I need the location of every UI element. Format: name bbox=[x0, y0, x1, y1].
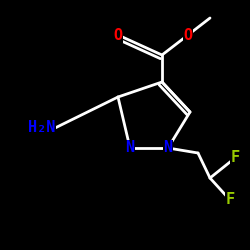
Text: H₂N: H₂N bbox=[28, 120, 55, 136]
Text: F: F bbox=[226, 192, 234, 208]
Text: O: O bbox=[114, 28, 122, 42]
Text: N: N bbox=[126, 140, 134, 156]
Text: O: O bbox=[184, 28, 192, 42]
Text: N: N bbox=[164, 140, 172, 156]
Text: F: F bbox=[230, 150, 239, 166]
